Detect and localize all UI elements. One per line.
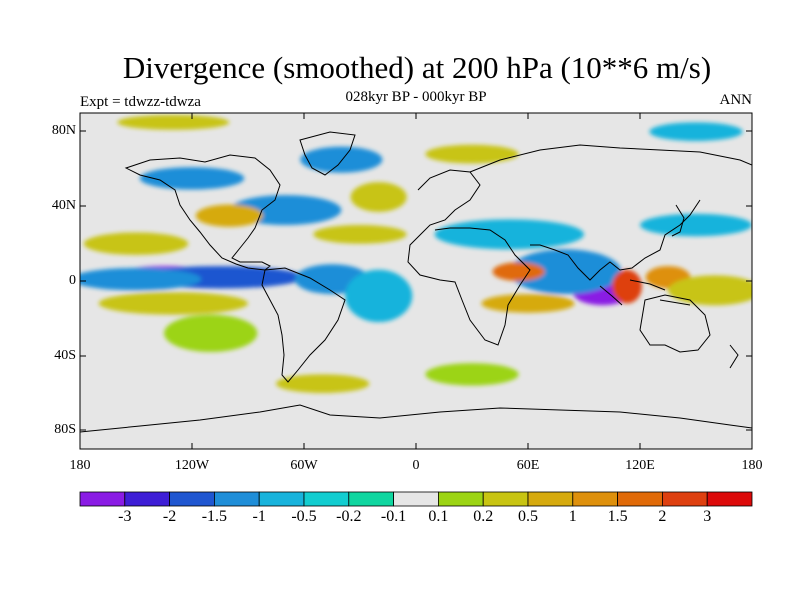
divergence-anomaly-10	[300, 146, 383, 173]
divergence-anomaly-18	[98, 292, 249, 315]
lat-label-40s: 40S	[54, 348, 76, 363]
colorbar-label-10: 1	[568, 508, 577, 525]
lon-label-180w: 180	[69, 458, 91, 473]
colorbar-label-6: -0.1	[380, 508, 407, 525]
colorbar-label-1: -2	[162, 508, 177, 525]
colorbar-label-12: 2	[658, 508, 667, 525]
plot-title: Divergence (smoothed) at 200 hPa (10**6 …	[122, 50, 712, 85]
divergence-anomaly-12	[195, 204, 263, 227]
divergence-anomaly-4	[345, 269, 413, 323]
colorbar-box-8	[437, 491, 484, 507]
divergence-anomaly-20	[481, 294, 575, 313]
coastlines	[80, 131, 752, 433]
colorbar-box-7	[393, 491, 439, 507]
lon-label-0: 0	[412, 458, 420, 473]
divergence-anomaly-16	[668, 275, 752, 306]
colorbar-label-7: 0.1	[428, 508, 449, 525]
colorbar-box-3	[213, 491, 260, 507]
divergence-anomaly-25	[276, 374, 370, 393]
colorbar-box-4	[258, 491, 305, 507]
lon-label-60e: 60E	[516, 458, 540, 473]
divergence-anomaly-9	[139, 167, 245, 190]
colorbar-box-2	[169, 491, 215, 507]
divergence-anomaly-17	[83, 232, 189, 255]
colorbar-box-0	[79, 491, 126, 507]
colorbar-box-14	[706, 491, 753, 507]
divergence-anomaly-24	[425, 144, 519, 164]
colorbar-box-6	[348, 491, 394, 507]
colorbar-box-1	[124, 491, 171, 507]
lon-label-60w: 60W	[290, 458, 318, 473]
divergence-field	[80, 114, 752, 393]
colorbar-box-9	[482, 491, 529, 507]
lat-label-0: 0	[69, 273, 76, 288]
lon-label-180e: 180	[741, 458, 763, 473]
divergence-anomaly-22	[313, 225, 407, 244]
lon-label-120e: 120E	[625, 458, 655, 473]
colorbar-label-3: -1	[252, 508, 266, 525]
colorbar	[79, 491, 753, 507]
axis-ticks	[79, 113, 753, 449]
divergence-anomaly-23	[350, 182, 407, 212]
colorbar-box-12	[617, 491, 663, 507]
lat-label-40n: 40N	[51, 198, 76, 213]
divergence-anomaly-27	[117, 114, 230, 130]
colorbar-box-5	[303, 491, 350, 507]
colorbar-label-2: -1.5	[201, 508, 228, 525]
lon-label-120w: 120W	[174, 458, 210, 473]
colorbar-label-9: 0.5	[518, 508, 538, 525]
season-label: ANN	[719, 92, 753, 108]
lat-label-80s: 80S	[54, 422, 76, 437]
plot-subtitle: 028kyr BP - 000kyr BP	[345, 89, 487, 105]
divergence-anomaly-14	[612, 269, 642, 304]
divergence-anomaly-21	[425, 363, 519, 386]
colorbar-box-13	[662, 491, 708, 507]
divergence-anomaly-11	[640, 213, 752, 237]
colorbar-label-13: 3	[703, 508, 712, 525]
colorbar-box-10	[527, 491, 574, 507]
colorbar-label-0: -3	[118, 508, 132, 525]
experiment-label: Expt = tdwzz-tdwza	[80, 94, 201, 110]
colorbar-label-4: -0.5	[291, 508, 317, 525]
colorbar-box-11	[572, 491, 618, 507]
colorbar-label-8: 0.2	[473, 508, 494, 525]
lat-label-80n: 80N	[51, 123, 76, 138]
divergence-anomaly-2	[80, 267, 202, 291]
divergence-anomaly-19	[164, 314, 258, 352]
colorbar-label-5: -0.2	[336, 508, 362, 525]
divergence-anomaly-7	[434, 219, 584, 250]
divergence-anomaly-6	[509, 249, 622, 295]
colorbar-label-11: 1.5	[607, 508, 628, 525]
divergence-anomaly-26	[649, 122, 743, 141]
divergence-anomaly-13	[492, 262, 545, 281]
